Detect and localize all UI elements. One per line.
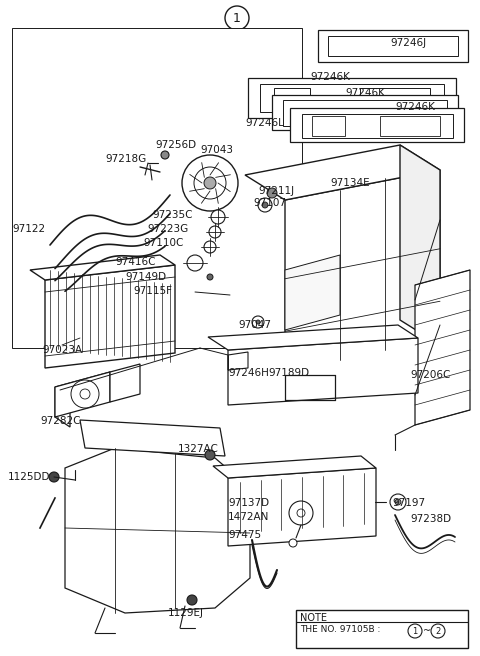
Text: 97206C: 97206C <box>410 370 450 380</box>
Text: 97149D: 97149D <box>125 272 166 282</box>
Text: 97416C: 97416C <box>115 257 156 267</box>
Circle shape <box>205 450 215 460</box>
Polygon shape <box>55 372 110 417</box>
Text: 97137D: 97137D <box>228 498 269 508</box>
Polygon shape <box>65 448 250 613</box>
Polygon shape <box>272 95 458 130</box>
Circle shape <box>182 155 238 211</box>
Polygon shape <box>312 116 345 136</box>
Polygon shape <box>45 265 175 368</box>
Polygon shape <box>228 338 418 405</box>
Circle shape <box>390 494 406 510</box>
Circle shape <box>187 595 197 605</box>
Text: 1125DD: 1125DD <box>8 472 50 482</box>
Polygon shape <box>55 372 125 397</box>
Text: 97475: 97475 <box>228 530 261 540</box>
Circle shape <box>49 472 59 482</box>
Circle shape <box>252 316 264 328</box>
Text: 97115F: 97115F <box>133 286 172 296</box>
Text: 97246K: 97246K <box>310 72 350 82</box>
Circle shape <box>289 539 297 547</box>
Polygon shape <box>80 420 225 456</box>
Polygon shape <box>380 116 440 136</box>
Circle shape <box>71 380 99 408</box>
Polygon shape <box>285 170 440 375</box>
Polygon shape <box>283 100 447 126</box>
Polygon shape <box>260 84 444 112</box>
Text: 1: 1 <box>233 12 241 24</box>
Text: 97246H: 97246H <box>228 368 269 378</box>
Polygon shape <box>318 30 468 62</box>
Circle shape <box>297 509 305 517</box>
Polygon shape <box>228 468 376 546</box>
Text: 97218G: 97218G <box>105 154 146 164</box>
Text: 97246K: 97246K <box>345 88 385 98</box>
Circle shape <box>408 624 422 638</box>
Polygon shape <box>30 255 175 280</box>
Text: THE NO. 97105B :: THE NO. 97105B : <box>300 625 380 634</box>
Circle shape <box>289 501 313 525</box>
Circle shape <box>211 210 225 224</box>
Text: 97223G: 97223G <box>147 224 188 234</box>
Text: NOTE: NOTE <box>300 613 327 623</box>
Text: 97246J: 97246J <box>390 38 426 48</box>
Circle shape <box>431 624 445 638</box>
Polygon shape <box>110 364 140 402</box>
Text: 1327AC: 1327AC <box>178 444 219 454</box>
Bar <box>12 28 302 348</box>
Polygon shape <box>328 36 458 56</box>
Polygon shape <box>208 325 418 350</box>
Text: 1: 1 <box>412 626 418 636</box>
Polygon shape <box>228 352 248 370</box>
Text: 1472AN: 1472AN <box>228 512 269 522</box>
Polygon shape <box>302 114 453 138</box>
Polygon shape <box>245 145 440 200</box>
Polygon shape <box>248 78 456 118</box>
Text: ~: ~ <box>423 626 431 636</box>
Polygon shape <box>360 88 430 108</box>
Polygon shape <box>400 145 440 345</box>
Circle shape <box>209 226 221 238</box>
Polygon shape <box>415 270 470 425</box>
Text: 97197: 97197 <box>392 498 425 508</box>
Text: 97238D: 97238D <box>410 514 451 524</box>
Circle shape <box>207 274 213 280</box>
Text: 1129EJ: 1129EJ <box>168 608 204 618</box>
Text: 97134E: 97134E <box>330 178 370 188</box>
Text: 2: 2 <box>435 626 441 636</box>
Polygon shape <box>274 88 310 108</box>
Circle shape <box>262 202 268 208</box>
Text: 97107: 97107 <box>253 198 286 208</box>
Text: 97043: 97043 <box>200 145 233 155</box>
Text: 97256D: 97256D <box>155 140 196 150</box>
Polygon shape <box>55 387 70 427</box>
Circle shape <box>204 177 216 189</box>
Circle shape <box>225 6 249 30</box>
Text: 97282C: 97282C <box>40 416 81 426</box>
Circle shape <box>258 198 272 212</box>
Circle shape <box>204 241 216 253</box>
Text: 97122: 97122 <box>12 224 45 234</box>
Bar <box>296 610 468 648</box>
Text: 97023A: 97023A <box>42 345 82 355</box>
Circle shape <box>187 255 203 271</box>
Text: 97246L: 97246L <box>245 118 284 128</box>
Circle shape <box>194 167 226 199</box>
Circle shape <box>256 320 260 324</box>
Polygon shape <box>213 456 376 478</box>
Text: 97235C: 97235C <box>152 210 192 220</box>
Circle shape <box>161 151 169 159</box>
Text: 97246K: 97246K <box>395 102 435 112</box>
Polygon shape <box>290 108 464 142</box>
Text: 97110C: 97110C <box>143 238 183 248</box>
Circle shape <box>267 188 277 198</box>
Text: 97047: 97047 <box>238 320 271 330</box>
Circle shape <box>80 389 90 399</box>
Text: 97189D: 97189D <box>268 368 309 378</box>
Text: 97211J: 97211J <box>258 186 294 196</box>
Polygon shape <box>285 255 340 330</box>
Circle shape <box>395 499 401 505</box>
